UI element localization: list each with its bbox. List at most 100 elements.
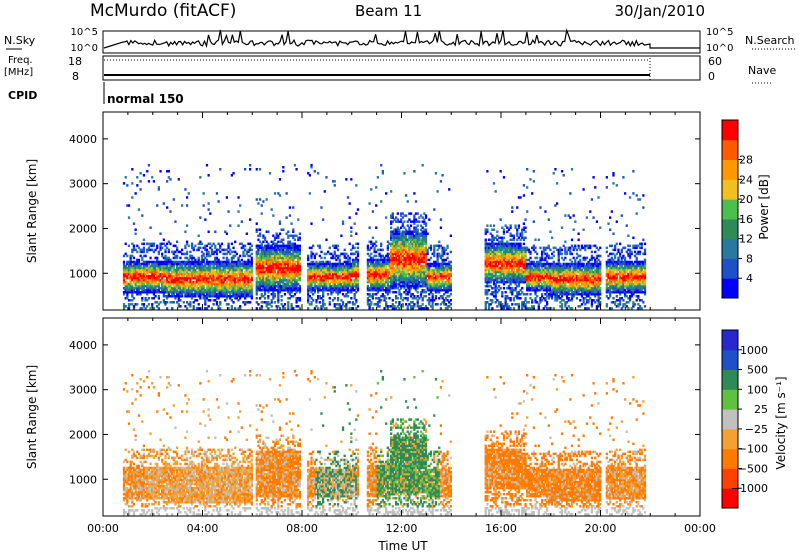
power-cell xyxy=(391,282,394,286)
power-cell xyxy=(335,244,338,248)
power-cell xyxy=(501,258,504,262)
power-cell xyxy=(235,292,238,296)
power-cell xyxy=(333,282,336,286)
power-cell xyxy=(317,288,320,292)
power-cell xyxy=(230,268,234,272)
power-cell xyxy=(406,258,409,262)
power-cell xyxy=(295,282,298,286)
power-cell xyxy=(293,254,297,258)
power-cell xyxy=(497,248,501,252)
power-cell xyxy=(403,268,406,272)
power-cell xyxy=(443,282,446,286)
power-cell xyxy=(298,232,302,236)
power-cell xyxy=(229,268,232,272)
power-cell xyxy=(398,290,401,294)
power-cell xyxy=(390,236,393,240)
power-cell xyxy=(290,262,293,266)
power-cell xyxy=(174,220,177,223)
power-cell xyxy=(414,276,418,280)
power-cell xyxy=(351,284,355,288)
power-cell xyxy=(144,290,147,294)
power-cell xyxy=(487,242,491,246)
power-cell xyxy=(443,246,446,250)
power-cell xyxy=(320,266,323,270)
power-cell xyxy=(127,276,131,280)
power-cell xyxy=(132,246,136,250)
power-cell xyxy=(436,190,439,193)
power-cell xyxy=(200,276,204,280)
power-cell xyxy=(124,266,127,270)
power-cell xyxy=(189,292,192,296)
power-cell xyxy=(378,274,381,278)
power-cell xyxy=(166,206,169,209)
power-cell xyxy=(288,284,292,288)
power-cell xyxy=(434,260,438,264)
power-cell xyxy=(308,286,311,290)
power-cell xyxy=(353,278,356,282)
power-cell xyxy=(283,274,287,278)
power-cell xyxy=(404,260,408,264)
power-cell xyxy=(262,270,265,274)
power-cell xyxy=(375,297,378,300)
power-cell xyxy=(235,266,238,270)
power-cell xyxy=(147,260,151,264)
power-cell xyxy=(149,282,152,286)
power-cell xyxy=(195,280,199,284)
power-cell xyxy=(343,270,346,274)
power-cell xyxy=(265,305,268,308)
power-cell xyxy=(192,292,195,296)
power-cell xyxy=(323,190,326,193)
power-cell xyxy=(491,307,494,310)
power-cell xyxy=(396,305,399,308)
power-cell xyxy=(129,274,132,278)
power-cell xyxy=(409,284,413,288)
power-cell xyxy=(323,280,326,284)
power-cell xyxy=(350,270,353,274)
power-cell xyxy=(497,260,501,264)
power-cell xyxy=(144,288,147,292)
power-cell xyxy=(202,246,205,250)
power-cell xyxy=(283,282,287,286)
power-cell xyxy=(441,268,444,272)
power-cell xyxy=(343,294,346,298)
power-cell xyxy=(441,264,444,268)
power-cell xyxy=(366,284,370,288)
power-cell xyxy=(340,262,343,266)
power-cell xyxy=(262,236,265,240)
power-cell xyxy=(408,226,411,229)
power-cell xyxy=(147,163,151,167)
power-cell xyxy=(396,268,399,272)
power-cell xyxy=(383,264,386,268)
power-cell xyxy=(401,240,404,244)
power-cell xyxy=(209,268,212,272)
power-cell xyxy=(321,262,325,266)
power-cell xyxy=(446,286,449,290)
power-cell xyxy=(399,258,403,262)
power-cell xyxy=(409,232,413,236)
power-cell xyxy=(404,240,408,244)
power-cell xyxy=(212,262,215,266)
power-cell xyxy=(381,254,384,258)
power-cell xyxy=(159,290,162,294)
power-cell xyxy=(220,278,224,282)
power-cell xyxy=(321,305,325,308)
power-cell xyxy=(214,244,217,248)
power-cell xyxy=(386,290,389,294)
power-cell xyxy=(506,270,509,274)
power-cell xyxy=(484,290,487,294)
power-cell xyxy=(423,288,426,292)
power-cell xyxy=(290,294,293,298)
power-cell xyxy=(180,288,184,292)
power-cell xyxy=(283,244,287,248)
power-cell xyxy=(263,238,267,242)
power-cell xyxy=(124,242,127,246)
power-cell xyxy=(298,238,302,242)
power-cell xyxy=(308,270,311,274)
power-cell xyxy=(325,284,328,288)
power-cell xyxy=(204,290,207,294)
power-cell xyxy=(288,292,292,296)
power-cell xyxy=(212,286,215,290)
power-cell xyxy=(396,286,399,290)
power-cell xyxy=(395,276,398,280)
power-cell xyxy=(413,252,416,256)
